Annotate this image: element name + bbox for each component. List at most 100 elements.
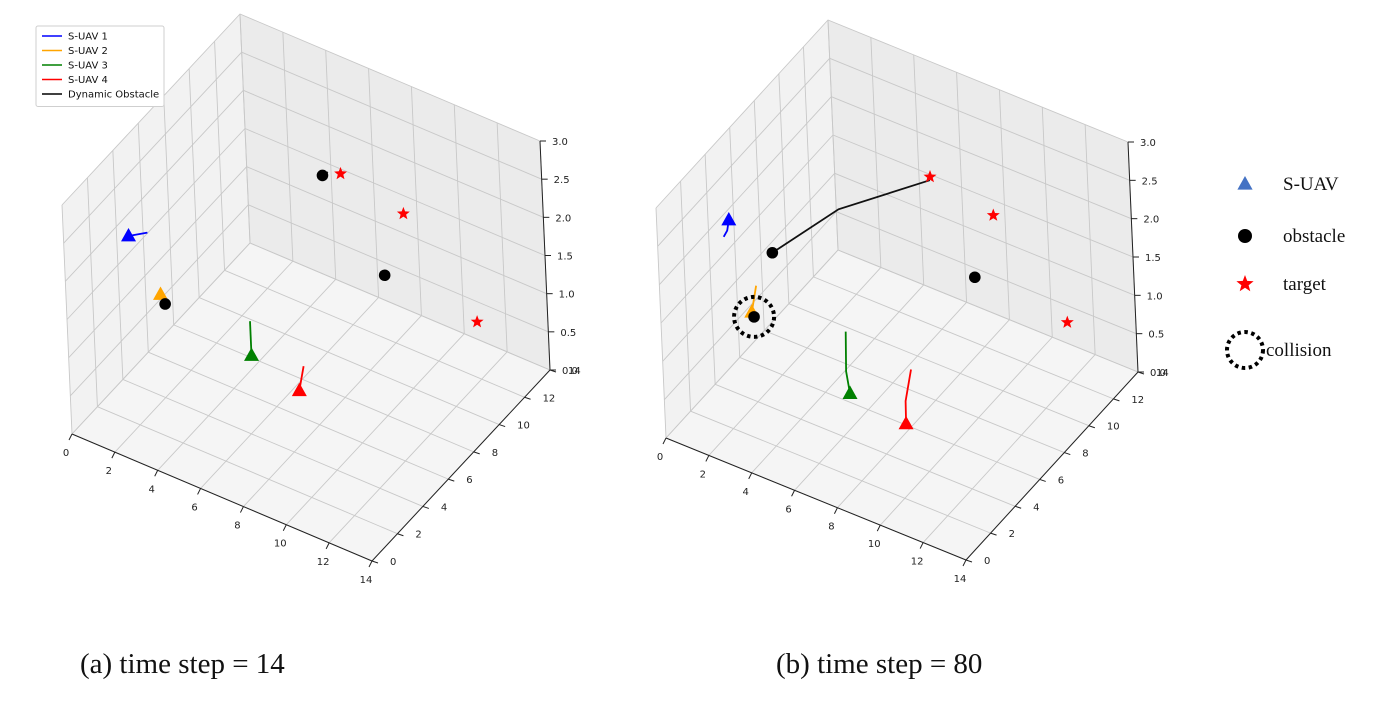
y-tick-label: 0 (984, 556, 990, 567)
gridline-z (655, 19, 1129, 209)
data-marks (721, 170, 1074, 430)
data-marks (121, 166, 484, 397)
x-axis-line (71, 433, 373, 562)
obstacle-marker (969, 271, 981, 284)
gridline-z (68, 166, 547, 358)
y-tick-label: 8 (492, 448, 498, 459)
x-tick-label: 4 (743, 487, 749, 498)
x-tick-mark (705, 455, 710, 462)
x-tick-label: 12 (911, 557, 924, 568)
x-tick-mark (662, 437, 667, 445)
y-tick-mark (397, 533, 404, 537)
legend-label: S-UAV 1 (68, 32, 108, 43)
plot-b: 02468101214024681012140.00.51.01.52.02.5… (655, 19, 1169, 585)
pane-floor (72, 243, 550, 561)
target-marker (470, 315, 484, 328)
legend-label: S-UAV 3 (68, 61, 108, 72)
y-tick-label: 4 (1033, 502, 1039, 513)
y-tick-label: 6 (1058, 475, 1064, 486)
y-tick-label: 8 (1082, 449, 1088, 460)
y-tick-mark (448, 478, 455, 482)
x-tick-mark (368, 560, 373, 568)
x-tick-label: 14 (360, 575, 373, 586)
uav-marker (721, 211, 737, 226)
legend-label: S-UAV 4 (68, 75, 108, 86)
z-tick-label: 0.0 (562, 366, 578, 377)
z-tick-label: 3.0 (1140, 138, 1156, 149)
gridline-z (71, 242, 551, 435)
y-tick-label: 10 (1107, 422, 1120, 433)
gridline-z (657, 57, 1130, 247)
x-tick-label: 6 (191, 502, 197, 513)
x-tick-mark (919, 542, 924, 549)
legend-label: S-UAV 2 (68, 46, 108, 57)
x-tick-label: 0 (63, 448, 69, 459)
gridline-z (61, 13, 541, 206)
x-axis-line (665, 437, 967, 561)
uav-marker (244, 347, 260, 361)
z-tick-label: 2.0 (1143, 215, 1159, 226)
y-tick-mark (965, 559, 973, 563)
legend-collision-icon (1225, 330, 1265, 370)
y-tick-mark (524, 396, 531, 400)
y-tick-mark (498, 424, 506, 428)
obstacle-marker (159, 298, 171, 310)
x-tick-label: 10 (274, 539, 287, 550)
x-tick-mark (68, 433, 73, 441)
gridline-z (660, 134, 1134, 324)
tick-labels: 02468101214024681012140.00.51.01.52.02.5… (657, 138, 1169, 585)
y-tick-mark (473, 451, 480, 455)
y-tick-label: 12 (1131, 395, 1144, 406)
legend-frame (35, 25, 165, 107)
x-tick-label: 0 (657, 452, 663, 463)
legend-triangle-icon (1237, 176, 1253, 190)
obstacle-marker (378, 269, 391, 282)
gridline-z (66, 127, 546, 320)
y-tick-mark (422, 505, 430, 509)
legend-marker-label: collision (1266, 340, 1332, 361)
z-tick-label: 2.5 (1142, 176, 1158, 187)
x-tick-mark (876, 524, 881, 532)
gridline-z (659, 96, 1132, 285)
y-tick-label: 12 (543, 393, 556, 404)
z-tick-label: 3.0 (552, 137, 568, 148)
x-tick-mark (748, 472, 753, 480)
uav-marker (842, 385, 858, 399)
y-tick-label: 2 (1009, 529, 1015, 540)
uav-marker (898, 415, 914, 430)
x-tick-label: 2 (106, 466, 112, 477)
caption-a: (a) time step = 14 (80, 648, 285, 680)
y-tick-mark (1113, 398, 1120, 402)
x-tick-mark (325, 542, 330, 550)
collision-marker (732, 294, 777, 339)
x-tick-mark (791, 490, 796, 497)
y-tick-label: 14 (568, 366, 581, 377)
y-tick-label: 4 (441, 502, 447, 513)
x-tick-label: 10 (868, 539, 881, 550)
pane-floor (666, 250, 1138, 560)
tick-labels: 02468101214024681012140.00.51.01.52.02.5… (63, 137, 581, 586)
target-marker (334, 166, 347, 180)
x-tick-label: 2 (700, 469, 706, 480)
gridline-z (63, 51, 542, 244)
target-marker (986, 208, 1000, 221)
legend-label: Dynamic Obstacle (68, 90, 159, 101)
x-tick-mark (197, 488, 202, 495)
caption-b: (b) time step = 80 (776, 648, 982, 680)
y-tick-label: 14 (1156, 368, 1169, 379)
series-legend: S-UAV 1 S-UAV 2 S-UAV 3 S-UAV 4 Dynamic Obst… (35, 25, 165, 107)
legend-marker-label: S-UAV (1283, 174, 1339, 195)
legend-marker-label: obstacle (1283, 226, 1345, 247)
x-tick-mark (111, 451, 116, 459)
plot-a: 02468101214024681012140.00.51.01.52.02.5… (61, 13, 581, 586)
obstacle-marker (316, 169, 329, 182)
y-tick-label: 0 (390, 557, 396, 568)
y-tick-mark (371, 560, 379, 564)
y-axis-line (371, 369, 551, 562)
y-tick-label: 2 (415, 530, 421, 541)
y-tick-label: 10 (517, 421, 530, 432)
gridline-z (70, 204, 549, 397)
gridline-z (662, 172, 1135, 362)
z-tick-label: 0.5 (560, 328, 576, 339)
